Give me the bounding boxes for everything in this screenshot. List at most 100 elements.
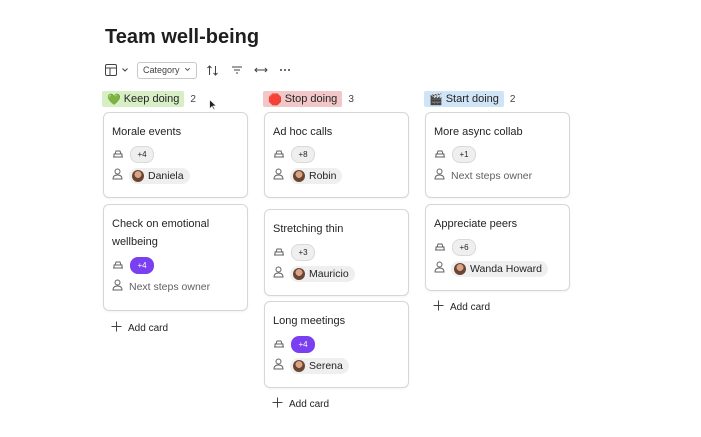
owner-row: Next steps owner: [434, 168, 532, 184]
card-title: Appreciate peers: [434, 218, 518, 230]
person-icon: [112, 167, 123, 185]
column-label: Stop doing: [284, 93, 338, 105]
reactions-icon: [273, 243, 285, 261]
add-card-button[interactable]: Add card: [272, 397, 329, 411]
column-count: 2: [190, 93, 196, 105]
reactions-count[interactable]: +4: [291, 335, 315, 353]
person-icon: [112, 278, 123, 296]
owner-placeholder[interactable]: Next steps owner: [451, 170, 533, 182]
group-by-label: Category: [143, 65, 180, 75]
owner-row: Serena: [273, 358, 349, 374]
chevron-down-icon: [121, 61, 129, 79]
reactions-count[interactable]: +4: [130, 256, 154, 274]
person-icon: [273, 167, 284, 185]
card-title: Long meetings: [273, 315, 346, 327]
card-title: Ad hoc calls: [273, 126, 333, 138]
card-title: More async collab: [434, 126, 523, 138]
owner-row: Mauricio: [273, 266, 355, 282]
person-icon: [434, 260, 445, 278]
column-tag[interactable]: 🛑 Stop doing: [263, 91, 343, 107]
owner-placeholder[interactable]: Next steps owner: [129, 281, 211, 293]
board-layout-icon: [103, 62, 119, 78]
clapper-board-icon: 🎬: [429, 93, 443, 106]
reactions-row: +1: [434, 145, 476, 163]
card-title: Morale events: [112, 126, 182, 138]
column-header: 💚 Keep doing 2: [102, 91, 248, 107]
avatar: [293, 170, 305, 182]
stop-sign-icon: 🛑: [268, 93, 282, 106]
card[interactable]: Appreciate peers +6 Wanda Howard: [425, 204, 570, 291]
group-by-dropdown[interactable]: Category: [137, 61, 197, 79]
add-card-label: Add card: [289, 398, 330, 410]
person-icon: [273, 265, 284, 283]
reactions-count[interactable]: +8: [291, 145, 315, 163]
owner-name: Wanda Howard: [470, 263, 542, 275]
owner-name: Daniela: [148, 170, 184, 182]
owner-name: Mauricio: [309, 268, 349, 280]
horizontal-resize-icon[interactable]: [253, 62, 269, 78]
reactions-icon: [112, 256, 124, 274]
reactions-icon: [112, 145, 124, 163]
card[interactable]: Stretching thin +3 Mauricio: [264, 209, 409, 296]
avatar: [293, 268, 305, 280]
reactions-row: +8: [273, 145, 315, 163]
filter-icon[interactable]: [229, 62, 245, 78]
card-title: Check on emotional wellbeing: [112, 218, 210, 248]
avatar: [293, 360, 305, 372]
card[interactable]: More async collab +1 Next steps owner: [425, 112, 570, 198]
column-start-doing: 🎬 Start doing 2 More async collab +1 Nex…: [424, 91, 570, 313]
add-card-button[interactable]: Add card: [111, 321, 168, 335]
reactions-count[interactable]: +3: [291, 243, 315, 261]
person-icon: [434, 167, 445, 185]
avatar: [454, 263, 466, 275]
column-tag[interactable]: 🎬 Start doing: [424, 91, 504, 107]
reactions-row: +4: [273, 335, 315, 353]
reactions-icon: [434, 238, 446, 256]
owner-row: Wanda Howard: [434, 261, 548, 277]
reactions-count[interactable]: +1: [452, 145, 476, 163]
add-card-label: Add card: [128, 322, 169, 334]
card[interactable]: Long meetings +4 Serena: [264, 301, 409, 388]
page-title: Team well-being: [105, 26, 260, 48]
reactions-count[interactable]: +6: [452, 238, 476, 256]
reactions-row: +3: [273, 243, 315, 261]
owner-pill[interactable]: Mauricio: [290, 266, 355, 282]
column-count: 3: [348, 93, 354, 105]
person-icon: [273, 357, 284, 375]
avatar: [132, 170, 144, 182]
owner-pill[interactable]: Daniela: [129, 168, 190, 184]
column-keep-doing: 💚 Keep doing 2 Morale events +4 Daniela …: [102, 91, 248, 334]
owner-name: Serena: [309, 360, 343, 372]
card[interactable]: Ad hoc calls +8 Robin: [264, 112, 409, 198]
card-title: Stretching thin: [273, 223, 344, 235]
owner-pill[interactable]: Robin: [290, 168, 343, 184]
owner-row: Daniela: [112, 168, 190, 184]
card[interactable]: Morale events +4 Daniela: [103, 112, 248, 198]
reactions-row: +4: [112, 145, 154, 163]
sort-icon[interactable]: [205, 62, 221, 78]
reactions-icon: [273, 145, 285, 163]
owner-row: Robin: [273, 167, 343, 185]
add-card-button[interactable]: Add card: [433, 300, 490, 314]
layout-switcher[interactable]: [103, 61, 129, 79]
reactions-row: +4: [112, 256, 154, 274]
green-heart-icon: 💚: [107, 93, 121, 106]
reactions-count[interactable]: +4: [130, 145, 154, 163]
card[interactable]: Check on emotional wellbeing +4 Next ste…: [103, 204, 248, 311]
column-count: 2: [509, 93, 516, 105]
column-header: 🛑 Stop doing 3: [263, 91, 409, 107]
plus-icon: [272, 397, 283, 411]
chevron-down-icon: [184, 65, 191, 75]
owner-row: Next steps owner: [112, 279, 210, 295]
toolbar: Category: [103, 61, 293, 79]
owner-pill[interactable]: Serena: [290, 358, 349, 374]
column-header: 🎬 Start doing 2: [424, 91, 570, 107]
plus-icon: [111, 321, 122, 335]
reactions-icon: [273, 335, 285, 353]
reactions-row: +6: [434, 238, 476, 256]
column-tag[interactable]: 💚 Keep doing: [102, 91, 185, 107]
column-label: Start doing: [445, 93, 499, 105]
owner-pill[interactable]: Wanda Howard: [451, 261, 548, 277]
column-stop-doing: 🛑 Stop doing 3 Ad hoc calls +8 Robin Str…: [263, 91, 409, 410]
more-icon[interactable]: [277, 62, 293, 78]
